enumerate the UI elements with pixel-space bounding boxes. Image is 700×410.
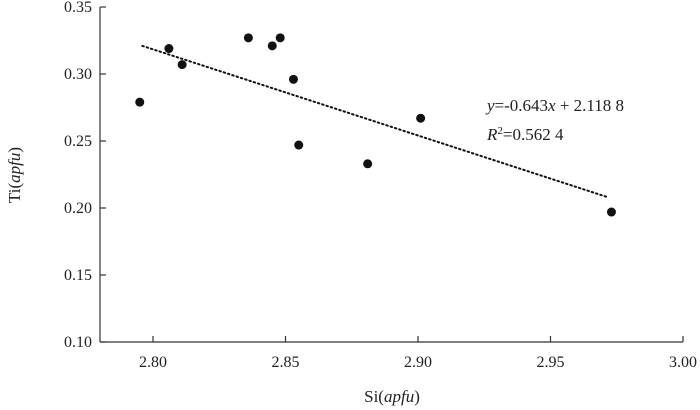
x-axis: 2.80 2.85 2.90 2.95 3.00 xyxy=(100,336,697,371)
x-tick-label: 2.85 xyxy=(272,354,300,371)
data-point xyxy=(363,159,373,169)
y-axis-ticks: 0.10 0.15 0.20 0.25 0.30 0.35 xyxy=(64,0,106,351)
y-tick-label: 0.20 xyxy=(64,200,92,217)
x-axis-title: Si(apfu) xyxy=(364,387,420,406)
data-point xyxy=(288,74,298,84)
data-point xyxy=(267,41,277,51)
y-tick-label: 0.30 xyxy=(64,66,92,83)
data-point xyxy=(275,33,285,43)
data-point xyxy=(177,60,187,70)
data-point xyxy=(135,97,145,107)
x-tick-label: 3.00 xyxy=(669,354,697,371)
y-axis: 0.10 0.15 0.20 0.25 0.30 0.35 xyxy=(64,0,106,351)
data-point xyxy=(294,140,304,150)
data-points xyxy=(135,33,616,217)
y-tick-label: 0.15 xyxy=(64,267,92,284)
data-point xyxy=(606,207,616,217)
x-tick-label: 2.95 xyxy=(537,354,565,371)
regression-equation: y=-0.643x + 2.118 8 xyxy=(485,96,624,115)
y-tick-label: 0.10 xyxy=(64,334,92,351)
trendline xyxy=(141,44,610,199)
x-tick-label: 2.90 xyxy=(404,354,432,371)
y-tick-label: 0.35 xyxy=(64,0,92,16)
x-tick-label: 2.80 xyxy=(139,354,167,371)
data-point xyxy=(416,113,426,123)
y-tick-label: 0.25 xyxy=(64,133,92,150)
data-point xyxy=(164,44,174,54)
r-squared-annotation: R2=0.562 4 xyxy=(486,125,564,144)
x-axis-ticks: 2.80 2.85 2.90 2.95 3.00 xyxy=(139,336,697,371)
y-axis-title: Ti(apfu) xyxy=(5,147,24,203)
data-point xyxy=(243,33,253,43)
